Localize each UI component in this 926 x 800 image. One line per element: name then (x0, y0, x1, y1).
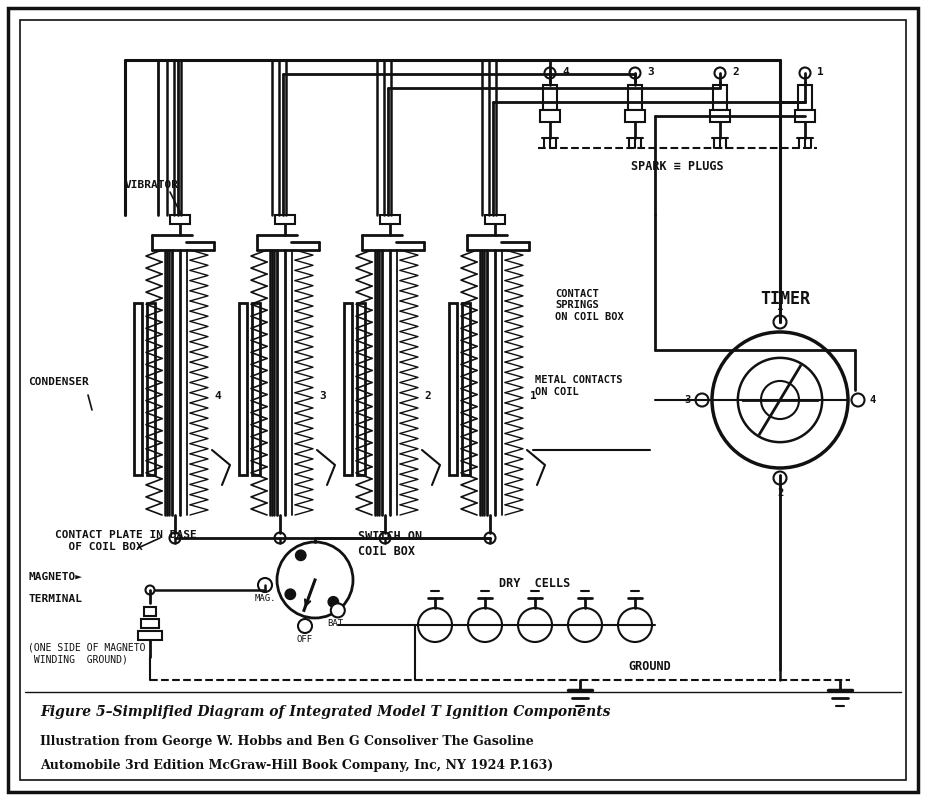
Text: 2: 2 (425, 390, 432, 401)
Text: (ONE SIDE OF MAGNETO
 WINDING  GROUND): (ONE SIDE OF MAGNETO WINDING GROUND) (28, 642, 145, 664)
Bar (170, 215, 190, 224)
Text: DRY  CELLS: DRY CELLS (499, 577, 570, 590)
Bar (798, 85, 812, 110)
Bar (628, 85, 642, 110)
Bar (144, 607, 156, 616)
Bar (543, 85, 557, 110)
Bar (344, 303, 352, 475)
Text: 3: 3 (319, 390, 326, 401)
Circle shape (773, 315, 786, 329)
Bar (357, 303, 365, 475)
Text: 4: 4 (215, 390, 221, 401)
Bar (462, 303, 470, 475)
Bar (625, 110, 645, 122)
Circle shape (258, 578, 272, 592)
Bar (275, 215, 295, 224)
Circle shape (799, 67, 810, 78)
Bar (380, 215, 400, 224)
Text: SPARK ≡ PLUGS: SPARK ≡ PLUGS (632, 160, 724, 173)
Circle shape (285, 590, 295, 599)
Bar (710, 110, 730, 122)
Circle shape (484, 533, 495, 543)
Bar (713, 85, 727, 110)
Circle shape (630, 67, 641, 78)
Text: TIMER: TIMER (760, 290, 810, 308)
Circle shape (761, 381, 799, 419)
Circle shape (295, 550, 306, 560)
Bar (449, 303, 457, 475)
Circle shape (618, 608, 652, 642)
Text: TERMINAL: TERMINAL (28, 594, 82, 604)
Text: 4: 4 (870, 395, 876, 405)
Circle shape (380, 533, 391, 543)
Text: MAG.: MAG. (255, 594, 276, 603)
Circle shape (169, 533, 181, 543)
Text: 4: 4 (562, 67, 569, 77)
Bar (141, 619, 159, 628)
Text: 1: 1 (530, 390, 536, 401)
Bar (147, 303, 155, 475)
Text: 2: 2 (732, 67, 739, 77)
Bar (540, 110, 560, 122)
Text: CONTACT
SPRINGS
ON COIL BOX: CONTACT SPRINGS ON COIL BOX (555, 289, 624, 322)
Circle shape (331, 603, 344, 618)
Text: SWITCH ON
COIL BOX: SWITCH ON COIL BOX (358, 530, 422, 558)
Text: CONTACT PLATE IN BASE
  OF COIL BOX: CONTACT PLATE IN BASE OF COIL BOX (55, 530, 196, 552)
Circle shape (418, 608, 452, 642)
Circle shape (518, 608, 552, 642)
Text: 1: 1 (817, 67, 824, 77)
Circle shape (329, 597, 338, 607)
Text: MAGNETO►: MAGNETO► (28, 572, 82, 582)
Circle shape (568, 608, 602, 642)
Text: 1: 1 (777, 302, 783, 312)
Text: VIBRATOR: VIBRATOR (125, 180, 179, 190)
Text: Automobile 3rd Edition McGraw-Hill Book Company, Inc, NY 1924 P.163): Automobile 3rd Edition McGraw-Hill Book … (40, 758, 553, 771)
Circle shape (715, 67, 725, 78)
Text: GROUND: GROUND (629, 660, 671, 673)
Bar (138, 631, 162, 640)
Circle shape (277, 542, 353, 618)
Text: 2: 2 (777, 488, 783, 498)
Text: OFF: OFF (297, 635, 313, 644)
Text: CONDENSER: CONDENSER (28, 377, 89, 387)
Circle shape (852, 394, 865, 406)
Circle shape (544, 67, 556, 78)
Circle shape (468, 608, 502, 642)
Text: BAT.: BAT. (327, 619, 348, 629)
Bar (239, 303, 247, 475)
Circle shape (145, 586, 155, 594)
Bar (795, 110, 815, 122)
Bar (134, 303, 142, 475)
Circle shape (274, 533, 285, 543)
Bar (485, 215, 505, 224)
Text: Illustration from George W. Hobbs and Ben G Consoliver The Gasoline: Illustration from George W. Hobbs and Be… (40, 735, 533, 749)
Text: Figure 5–Simplified Diagram of Integrated Model T Ignition Components: Figure 5–Simplified Diagram of Integrate… (40, 705, 610, 719)
Circle shape (298, 619, 312, 633)
Circle shape (773, 471, 786, 485)
Text: 3: 3 (684, 395, 690, 405)
Circle shape (738, 358, 822, 442)
Circle shape (695, 394, 708, 406)
Circle shape (712, 332, 848, 468)
Text: 3: 3 (647, 67, 654, 77)
Bar (252, 303, 260, 475)
Text: METAL CONTACTS
ON COIL: METAL CONTACTS ON COIL (535, 375, 622, 397)
